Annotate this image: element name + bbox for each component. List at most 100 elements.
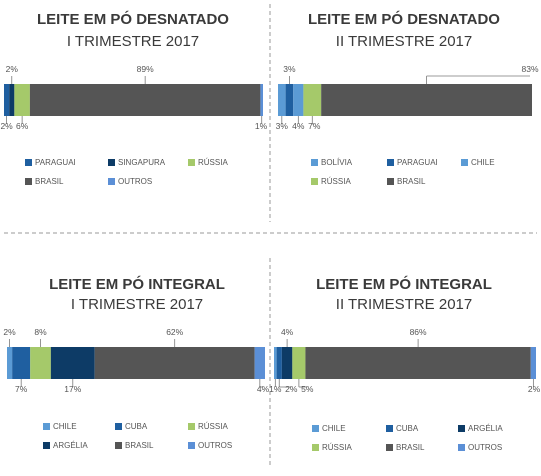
data-label-paraguai: 3% xyxy=(283,64,296,74)
legend-label-outros: OUTROS xyxy=(468,443,502,452)
legend-label-chile: CHILE xyxy=(471,158,495,167)
legend-label-cuba: CUBA xyxy=(125,422,148,431)
bar-segment-paraguai xyxy=(4,84,10,116)
bar-segment-russia xyxy=(30,347,51,379)
legend-swatch-russia xyxy=(311,178,318,185)
data-label-paraguai: 2% xyxy=(0,121,13,131)
data-label-russia: 8% xyxy=(34,327,47,337)
data-label-argelia: 4% xyxy=(281,327,294,337)
bar-segment-chile xyxy=(274,347,277,379)
chart-title: LEITE EM PÓ DESNATADO xyxy=(37,10,229,28)
bar-segment-russia xyxy=(292,347,306,379)
bar-segment-russia xyxy=(14,84,30,116)
legend-label-brasil: BRASIL xyxy=(396,443,425,452)
data-label-cuba: 2% xyxy=(285,384,298,394)
chart-subtitle: I TRIMESTRE 2017 xyxy=(71,296,203,313)
legend-swatch-paraguai xyxy=(25,159,32,166)
bar-segment-argelia xyxy=(50,347,95,379)
legend-label-bolivia: BOLÍVIA xyxy=(321,158,353,167)
legend-swatch-cuba xyxy=(115,423,122,430)
chart-title: LEITE EM PÓ INTEGRAL xyxy=(49,275,225,293)
data-label-chile: 4% xyxy=(292,121,305,131)
bar-segment-russia xyxy=(303,84,322,116)
data-label-russia: 7% xyxy=(308,121,321,131)
data-label-outros: 4% xyxy=(257,384,270,394)
legend-swatch-russia xyxy=(188,423,195,430)
legend-label-argelia: ARGÉLIA xyxy=(468,424,503,433)
bar-segment-brasil xyxy=(305,347,531,379)
bar-segment-chile xyxy=(293,84,304,116)
data-label-singapura: 2% xyxy=(6,64,19,74)
bar-segment-outros xyxy=(530,347,536,379)
legend-swatch-russia xyxy=(312,444,319,451)
data-label-chile: 1% xyxy=(269,384,282,394)
bar-segment-argelia xyxy=(281,347,293,379)
data-label-brasil: 62% xyxy=(166,327,183,337)
panels: LEITE EM PÓ DESNATADO I TRIMESTRE 2017 2% 2… xyxy=(0,10,540,452)
bar-segment-brasil xyxy=(29,84,261,116)
data-label-bolivia: 3% xyxy=(276,121,289,131)
legend-swatch-argelia xyxy=(458,425,465,432)
chart-title: LEITE EM PÓ INTEGRAL xyxy=(316,275,492,293)
legend-swatch-argelia xyxy=(43,442,50,449)
bar-segment-brasil xyxy=(321,84,532,116)
legend-label-singapura: SINGAPURA xyxy=(118,158,166,167)
legend-swatch-bolivia xyxy=(311,159,318,166)
legend-swatch-chile xyxy=(461,159,468,166)
legend-label-chile: CHILE xyxy=(322,424,346,433)
data-label-cuba: 7% xyxy=(15,384,28,394)
legend-swatch-cuba xyxy=(386,425,393,432)
legend-label-russia: RÚSSIA xyxy=(321,177,351,186)
chart-title: LEITE EM PÓ DESNATADO xyxy=(308,10,500,28)
chart-subtitle: I TRIMESTRE 2017 xyxy=(67,33,199,50)
chart-panel-3: LEITE EM PÓ INTEGRAL I TRIMESTRE 2017 2% 7%… xyxy=(3,275,269,450)
legend-swatch-russia xyxy=(188,159,195,166)
legend-label-cuba: CUBA xyxy=(396,424,419,433)
data-label-outros: 1% xyxy=(255,121,268,131)
legend-swatch-outros xyxy=(108,178,115,185)
legend-label-outros: OUTROS xyxy=(198,441,232,450)
data-label-outros: 2% xyxy=(528,384,541,394)
bar-segment-bolivia xyxy=(278,84,286,116)
data-label-argelia: 17% xyxy=(64,384,81,394)
legend-label-brasil: BRASIL xyxy=(35,177,64,186)
bar-segment-chile xyxy=(7,347,13,379)
bar-segment-singapura xyxy=(9,84,15,116)
legend-label-russia: RÚSSIA xyxy=(198,158,228,167)
bar-segment-cuba xyxy=(12,347,31,379)
legend-swatch-outros xyxy=(458,444,465,451)
legend-label-paraguai: PARAGUAI xyxy=(35,158,76,167)
legend-label-chile: CHILE xyxy=(53,422,77,431)
chart-subtitle: II TRIMESTRE 2017 xyxy=(336,296,472,313)
bar-segment-paraguai xyxy=(285,84,294,116)
legend-swatch-brasil xyxy=(115,442,122,449)
bar-segment-cuba xyxy=(276,347,282,379)
data-label-brasil: 86% xyxy=(410,327,427,337)
chart-subtitle: II TRIMESTRE 2017 xyxy=(336,33,472,50)
chart-panel-1: LEITE EM PÓ DESNATADO I TRIMESTRE 2017 2% 2… xyxy=(0,10,267,186)
bar-segment-brasil xyxy=(94,347,255,379)
legend-label-russia: RÚSSIA xyxy=(198,422,228,431)
legend-swatch-brasil xyxy=(25,178,32,185)
legend-label-brasil: BRASIL xyxy=(125,441,154,450)
data-label-brasil: 83% xyxy=(521,64,538,74)
legend-swatch-singapura xyxy=(108,159,115,166)
legend-label-outros: OUTROS xyxy=(118,177,152,186)
bar-segment-outros xyxy=(254,347,265,379)
legend-swatch-brasil xyxy=(386,444,393,451)
legend-swatch-brasil xyxy=(387,178,394,185)
legend-label-argelia: ARGÉLIA xyxy=(53,441,88,450)
data-label-russia: 6% xyxy=(16,121,29,131)
data-label-chile: 2% xyxy=(3,327,16,337)
legend-swatch-chile xyxy=(43,423,50,430)
legend-swatch-paraguai xyxy=(387,159,394,166)
chart-panel-2: LEITE EM PÓ DESNATADO II TRIMESTRE 2017 3%… xyxy=(276,10,539,186)
legend-label-russia: RÚSSIA xyxy=(322,443,352,452)
data-label-brasil: 89% xyxy=(137,64,154,74)
bar-segment-outros xyxy=(260,84,263,116)
legend-swatch-chile xyxy=(312,425,319,432)
data-label-russia: 5% xyxy=(301,384,314,394)
